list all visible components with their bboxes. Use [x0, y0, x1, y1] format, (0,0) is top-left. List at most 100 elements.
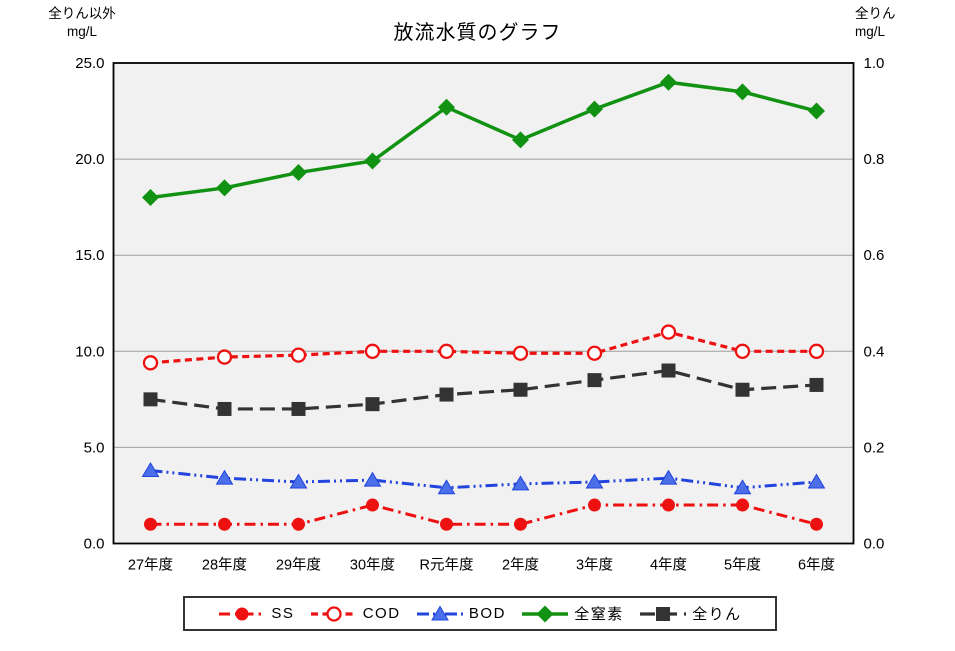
point-bod-27年度: [141, 461, 160, 477]
point-tn-27年度: [142, 189, 159, 207]
point-tp-27年度: [143, 392, 158, 407]
point-tn-R元年度: [438, 98, 455, 116]
point-cod-29年度: [290, 347, 307, 363]
legend-item-tn: 全窒素: [521, 603, 624, 624]
legend-label-tp: 全りん: [692, 606, 742, 623]
right-axis-tick-label: 0.6: [864, 247, 885, 264]
right-axis-title-line2: mg/L: [855, 24, 886, 40]
point-ss-29年度: [292, 517, 305, 531]
right-axis-title-line1: 全りん: [855, 6, 896, 21]
series-line-ss: [150, 503, 817, 526]
left-axis-tick-label: 20.0: [75, 151, 104, 168]
legend-item-cod: COD: [310, 604, 401, 624]
left-axis-title-line2: mg/L: [66, 24, 97, 40]
legend-item-ss: SS: [218, 604, 294, 624]
right-axis-tick-label: 0.4: [864, 343, 885, 360]
right-axis-tick-label: 1.0: [864, 55, 885, 72]
x-axis-label-2年度: 2年度: [502, 557, 539, 574]
point-tp-5年度: [735, 382, 750, 397]
right-axis-tick-label: 0.8: [864, 151, 885, 168]
point-ss-4年度: [662, 498, 675, 512]
legend-label-ss: SS: [271, 605, 295, 622]
left-axis-tick-label: 25.0: [75, 55, 104, 72]
left-axis-tick-label: 0.0: [84, 536, 105, 553]
x-axis-label-3年度: 3年度: [576, 557, 613, 574]
point-bod-28年度: [215, 469, 234, 485]
point-cod-3年度: [586, 345, 603, 361]
point-ss-28年度: [218, 517, 231, 531]
point-tn-30年度: [364, 152, 381, 170]
point-tn-29年度: [290, 164, 307, 182]
legend-marker-bod: [416, 605, 463, 620]
point-tp-28年度: [217, 401, 232, 416]
left-axis-title-line1: 全りん以外: [48, 6, 116, 21]
point-bod-5年度: [733, 479, 752, 495]
x-axis-label-4年度: 4年度: [650, 557, 687, 574]
point-tn-2年度: [512, 131, 529, 149]
legend-label-tn: 全窒素: [574, 606, 624, 623]
point-ss-2年度: [514, 517, 527, 531]
legend-label-cod: COD: [362, 605, 401, 622]
point-cod-5年度: [734, 343, 751, 359]
series-line-tn: [150, 80, 817, 200]
point-tn-5年度: [734, 83, 751, 101]
point-bod-2年度: [511, 475, 530, 491]
point-tn-4年度: [660, 73, 677, 91]
legend-item-tp: 全りん: [639, 603, 742, 624]
point-cod-30年度: [364, 343, 381, 359]
point-tn-28年度: [216, 179, 233, 197]
point-ss-30年度: [366, 498, 379, 512]
point-ss-27年度: [144, 517, 157, 531]
plot-border: [112, 62, 855, 545]
right-axis-tick-label: 0.2: [864, 439, 885, 456]
point-bod-4年度: [659, 469, 678, 485]
x-axis-label-28年度: 28年度: [202, 557, 247, 574]
chart-plot-area: 0.0 5.0 10.0 15.0 20.0 25.0 0.0 0.2 0.4 0.6 0.8 1.0…: [75, 55, 885, 574]
point-tp-3年度: [587, 373, 602, 388]
x-axis-label-6年度: 6年度: [798, 557, 835, 574]
series-line-tp: [150, 368, 817, 411]
point-tp-4年度: [661, 363, 676, 378]
point-cod-6年度: [808, 343, 825, 359]
legend-marker-cod: [310, 605, 357, 622]
point-ss-5年度: [736, 498, 749, 512]
legend: SS COD BOD 全窒素 全りん: [183, 596, 777, 631]
legend-marker-tp: [640, 606, 687, 621]
point-cod-4年度: [660, 324, 677, 340]
point-ss-3年度: [588, 498, 601, 512]
point-cod-28年度: [216, 349, 233, 365]
point-tp-29年度: [291, 401, 306, 416]
legend-marker-ss: [219, 607, 266, 620]
point-cod-2年度: [512, 345, 529, 361]
chart-title: 放流水質のグラフ: [393, 22, 562, 44]
point-tp-6年度: [809, 377, 824, 392]
left-axis-tick-label: 10.0: [75, 343, 104, 360]
point-bod-29年度: [289, 473, 308, 489]
point-tp-R元年度: [439, 387, 454, 402]
x-axis-label-5年度: 5年度: [724, 557, 761, 574]
x-axis-label-30年度: 30年度: [350, 557, 395, 574]
point-bod-30年度: [363, 471, 382, 487]
legend-item-bod: BOD: [416, 604, 506, 624]
point-bod-6年度: [807, 473, 826, 489]
legend-label-bod: BOD: [468, 605, 506, 622]
right-axis-title: 全りん mg/L: [855, 5, 947, 41]
point-tp-2年度: [513, 382, 528, 397]
point-cod-R元年度: [438, 343, 455, 359]
point-bod-R元年度: [437, 479, 456, 495]
left-axis-title: 全りん以外 mg/L: [36, 5, 128, 41]
point-tp-30年度: [365, 397, 380, 412]
x-axis-label-27年度: 27年度: [128, 557, 173, 574]
point-bod-3年度: [585, 473, 604, 489]
point-ss-R元年度: [440, 517, 453, 531]
point-tn-3年度: [586, 100, 603, 118]
right-axis-tick-label: 0.0: [864, 536, 885, 553]
plot-background: [113, 63, 854, 544]
x-axis-label-R元年度: R元年度: [420, 557, 474, 574]
point-tn-6年度: [808, 102, 825, 120]
point-cod-27年度: [142, 355, 159, 371]
point-ss-6年度: [810, 517, 823, 531]
x-axis-label-29年度: 29年度: [276, 557, 321, 574]
left-axis-tick-label: 5.0: [84, 439, 105, 456]
